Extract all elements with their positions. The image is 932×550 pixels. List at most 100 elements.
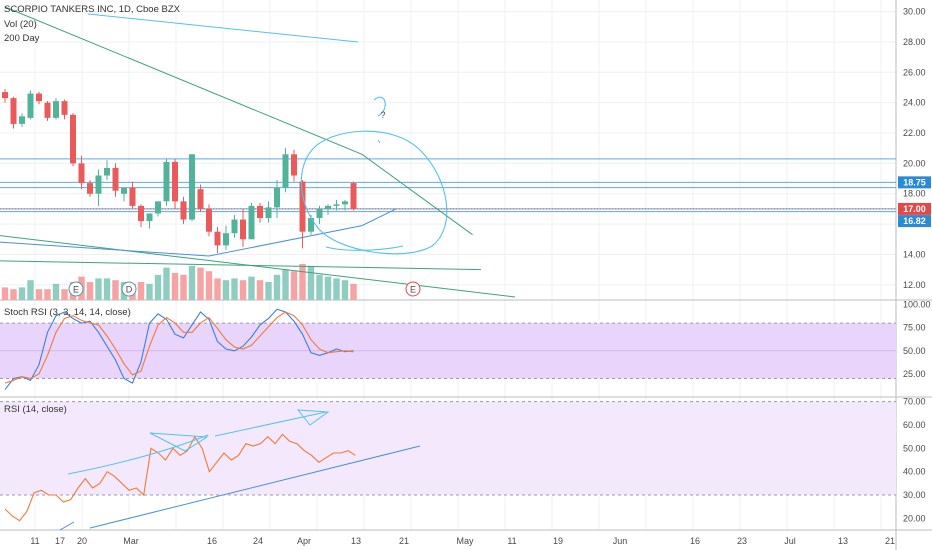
volume-bar bbox=[18, 287, 26, 300]
candle-body bbox=[155, 201, 161, 214]
drawing-rsi-arrow-2 bbox=[214, 411, 327, 437]
candle-body bbox=[121, 187, 127, 194]
trendline bbox=[0, 208, 397, 257]
event-marker bbox=[68, 281, 84, 297]
candle-body bbox=[146, 213, 153, 222]
time-tick-label: 21 bbox=[399, 536, 409, 546]
candle-body bbox=[206, 208, 212, 232]
trendline bbox=[4, 6, 473, 236]
legend-rsi: RSI (14, close) bbox=[4, 404, 67, 415]
stoch-tick-label: 75.00 bbox=[903, 323, 926, 333]
volume-bar bbox=[333, 278, 340, 300]
drawing-circle bbox=[300, 130, 448, 255]
volume-bar bbox=[239, 280, 247, 300]
price-tick-label: 28.00 bbox=[903, 37, 926, 47]
price-tick-label: 30.00 bbox=[903, 7, 926, 17]
time-tick-label: 11 bbox=[507, 536, 516, 546]
rsi-trendline-stub bbox=[59, 521, 75, 531]
drawing-question-mark bbox=[373, 96, 386, 144]
candle-body bbox=[223, 233, 229, 246]
rsi-tick-label: 40.00 bbox=[903, 467, 926, 477]
drawing-top-line bbox=[87, 13, 359, 43]
candle-body bbox=[36, 93, 42, 102]
candle-body bbox=[129, 187, 136, 206]
time-tick-label: Jun bbox=[613, 536, 628, 546]
rsi-line bbox=[4, 433, 356, 522]
candle-body bbox=[19, 116, 25, 124]
volume-bar bbox=[256, 280, 264, 300]
time-tick-label: 24 bbox=[253, 536, 263, 546]
event-marker-label: E bbox=[73, 285, 79, 295]
volume-bar bbox=[273, 274, 281, 300]
price-tag-current-bg bbox=[898, 202, 931, 215]
volume-bar bbox=[180, 274, 187, 300]
volume-bar bbox=[324, 276, 332, 300]
price-tag-upper: 18.75 bbox=[903, 177, 926, 187]
candle-body bbox=[78, 163, 85, 184]
stoch-tick-label: 50.00 bbox=[903, 346, 926, 356]
rsi-trendline bbox=[89, 445, 421, 529]
rsi-tick-label: 70.00 bbox=[903, 397, 926, 407]
time-tick-label: 19 bbox=[553, 536, 563, 546]
candle-body bbox=[325, 205, 331, 209]
price-tag-current: 17.00 bbox=[903, 204, 926, 214]
candle-body bbox=[138, 205, 144, 222]
candle-body bbox=[248, 205, 255, 240]
candle-body bbox=[316, 208, 323, 219]
time-tick-label: 21 bbox=[885, 536, 895, 546]
candle-body bbox=[27, 93, 34, 118]
candle-body bbox=[265, 207, 272, 219]
volume-bar bbox=[350, 283, 357, 300]
rsi-tick-label: 60.00 bbox=[903, 420, 926, 430]
volume-bar bbox=[137, 282, 145, 300]
volume-bar bbox=[1, 287, 9, 300]
candle-body bbox=[112, 167, 119, 191]
volume-bar bbox=[316, 274, 323, 300]
candle-body bbox=[333, 204, 340, 206]
candle-body bbox=[2, 92, 8, 99]
price-tick-label: 20.00 bbox=[903, 158, 926, 168]
candle-body bbox=[257, 205, 263, 219]
volume-bar bbox=[112, 280, 119, 300]
event-marker bbox=[121, 281, 137, 297]
volume-bar bbox=[27, 280, 34, 300]
legend-stoch: Stoch RSI (3, 3, 14, 14, close) bbox=[4, 307, 131, 318]
volume-bar bbox=[205, 271, 213, 300]
volume-bar bbox=[103, 278, 111, 300]
volume-bar bbox=[154, 274, 162, 300]
time-tick-label: 11 bbox=[30, 536, 39, 546]
price-tag-lower: 16.82 bbox=[903, 216, 926, 226]
candle-body bbox=[231, 219, 238, 234]
price-tick-label: 22.00 bbox=[903, 128, 926, 138]
legend-symbol: SCORPIO TANKERS INC, 1D, Cboe BZX bbox=[4, 4, 180, 15]
volume-bar bbox=[248, 276, 255, 300]
candle-body bbox=[10, 98, 17, 124]
candle-body bbox=[44, 102, 51, 118]
event-marker-label: D bbox=[126, 285, 133, 295]
volume-bar bbox=[61, 289, 68, 300]
volume-bar bbox=[146, 283, 153, 300]
volume-bar bbox=[10, 289, 17, 300]
volume-bar bbox=[231, 278, 238, 300]
volume-bar bbox=[341, 280, 349, 300]
candle-body bbox=[180, 201, 187, 220]
volume-bar bbox=[52, 283, 60, 300]
legend-vol: Vol (20) bbox=[4, 19, 37, 30]
rsi-tick-label: 30.00 bbox=[903, 490, 926, 500]
volume-bar bbox=[171, 273, 179, 300]
volume-bar bbox=[307, 265, 315, 300]
candle-body bbox=[70, 114, 76, 164]
volume-bar bbox=[265, 282, 272, 300]
rsi-band bbox=[0, 401, 896, 495]
time-tick-label: 17 bbox=[55, 536, 65, 546]
time-tick-label: 13 bbox=[838, 536, 848, 546]
rsi-tick-label: 20.00 bbox=[903, 513, 926, 523]
candle-body bbox=[189, 154, 195, 220]
volume-bar bbox=[86, 282, 94, 300]
price-tick-label: 24.00 bbox=[903, 98, 926, 108]
stoch-tick-label: 100.00 bbox=[903, 300, 931, 310]
candle-body bbox=[172, 161, 178, 202]
time-tick-label: 16 bbox=[207, 536, 217, 546]
